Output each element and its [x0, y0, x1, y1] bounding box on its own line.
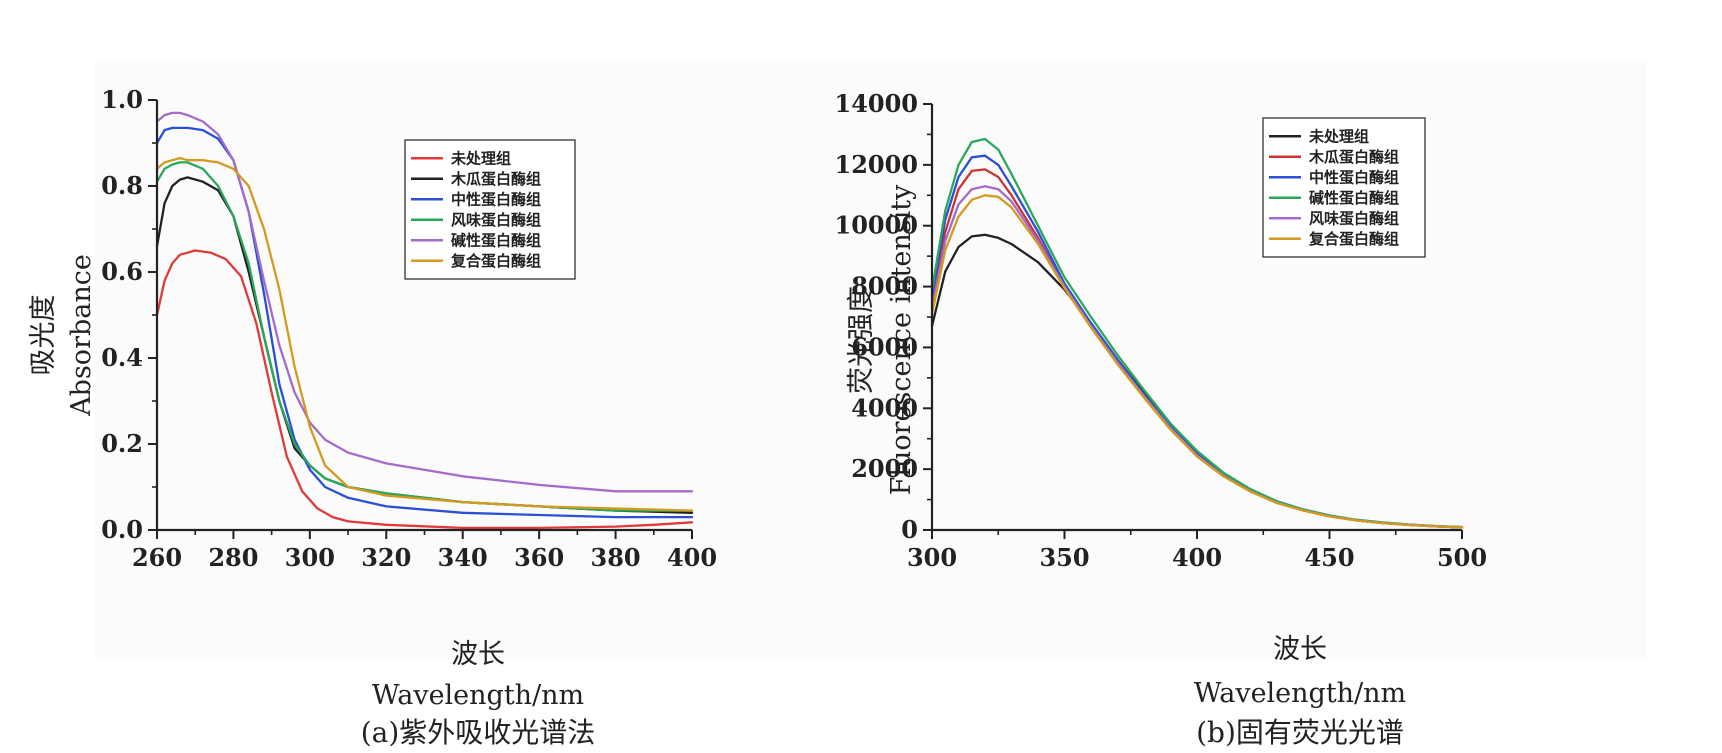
- chart-b-y-tick-label: 0: [901, 515, 918, 544]
- chart-b-legend-box: [1262, 117, 1426, 258]
- chart-a-x-tick-label: 300: [285, 543, 335, 572]
- chart-b-x-tick-label: 450: [1304, 543, 1354, 572]
- chart-b-series: [930, 137, 1464, 529]
- chart-b-ylabel-en: Fluorescence intensity: [886, 184, 917, 496]
- chart-b-legend-label: 木瓜蛋白酶组: [1308, 148, 1399, 166]
- chart-a-x-tick-label: 320: [361, 543, 411, 572]
- chart-b-y-tick-label: 4000: [851, 393, 918, 422]
- chart-a-ylabel-en: Absorbance: [66, 254, 97, 417]
- chart-b-series-line-6: [930, 194, 1464, 529]
- chart-a-legend-label: 中性蛋白酶组: [451, 190, 541, 208]
- chart-a-series-line-3: [155, 126, 694, 519]
- chart-a-legend-label: 复合蛋白酶组: [450, 252, 541, 270]
- chart-b-legend-label: 复合蛋白酶组: [1308, 230, 1399, 248]
- chart-a-axes: 260 280 300 320 340 360 380 400 0.0 0.2 0.4 0.6 0.8 1…: [101, 85, 717, 572]
- chart-a-y-tick-label: 0.2: [101, 429, 143, 458]
- chart-a-x-tick-label: 340: [438, 543, 488, 572]
- chart-a-y-tick-label: 0.8: [101, 171, 143, 200]
- chart-b-caption: (b)固有荧光光谱: [1196, 716, 1404, 749]
- chart-a-x-tick-label: 400: [667, 543, 717, 572]
- chart-a-series-line-6: [155, 156, 694, 512]
- chart-b-xlabel-cn: 波长: [1273, 634, 1327, 665]
- chart-a-x-tick-label: 280: [208, 543, 258, 572]
- chart-b-y-tick-label: 8000: [851, 272, 918, 301]
- chart-b-y-tick-label: 12000: [835, 150, 919, 179]
- chart-b-axes: 300 350 400 450 500 0 2000 4000 6000 8000 10000 120…: [835, 89, 1488, 572]
- chart-a-series: [155, 111, 694, 530]
- chart-b-legend-label: 风味蛋白酶组: [1309, 209, 1399, 227]
- chart-a-y-tick-label: 1.0: [101, 85, 143, 114]
- chart-b-x-tick-label: 350: [1039, 543, 1089, 572]
- chart-a-legend-box: [404, 139, 576, 280]
- chart-b-ylabel-cn: 荧光强度: [846, 286, 877, 394]
- chart-b-y-tick-label: 6000: [851, 332, 918, 361]
- chart-a-x-tick-label: 360: [514, 543, 564, 572]
- chart-b-y-tick-label: 10000: [835, 211, 919, 240]
- chart-a-legend-label: 风味蛋白酶组: [451, 211, 541, 229]
- chart-a-xlabel-en: Wavelength/nm: [372, 680, 584, 711]
- chart-a-caption: (a)紫外吸收光谱法: [361, 716, 596, 749]
- chart-b-legend-label: 未处理组: [1308, 127, 1369, 145]
- chart-b-x-tick-label: 500: [1437, 543, 1487, 572]
- chart-a-legend-label: 未处理组: [450, 149, 511, 167]
- chart-b-legend-label: 中性蛋白酶组: [1309, 168, 1399, 186]
- chart-b-fluorescence: 300 350 400 450 500 0 2000 4000 6000 8000 10000 120…: [835, 89, 1488, 749]
- chart-a-series-line-5: [155, 111, 694, 493]
- chart-b-x-tick-label: 400: [1172, 543, 1222, 572]
- chart-a-x-tick-label: 260: [132, 543, 182, 572]
- chart-a-y-tick-label: 0.0: [101, 515, 143, 544]
- chart-a-y-tick-label: 0.6: [101, 257, 143, 286]
- chart-a-y-tick-label: 0.4: [101, 343, 143, 372]
- chart-a-x-tick-label: 380: [591, 543, 641, 572]
- chart-b-y-tick-label: 2000: [851, 454, 918, 483]
- chart-a-legend-label: 木瓜蛋白酶组: [450, 170, 541, 188]
- chart-a-series-line-1: [155, 249, 694, 530]
- chart-b-y-tick-label: 14000: [835, 89, 919, 118]
- chart-b-xlabel-en: Wavelength/nm: [1194, 678, 1406, 709]
- chart-a-legend-label: 碱性蛋白酶组: [451, 231, 541, 249]
- chart-b-legend-label: 碱性蛋白酶组: [1309, 189, 1399, 207]
- chart-a-xlabel-cn: 波长: [451, 639, 505, 670]
- chart-a-ylabel-cn: 吸光度: [28, 295, 59, 376]
- chart-a-uv-absorption: 260 280 300 320 340 360 380 400 0.0 0.2 0.4 0.6 0.8 1…: [28, 85, 717, 749]
- chart-b-x-tick-label: 300: [907, 543, 957, 572]
